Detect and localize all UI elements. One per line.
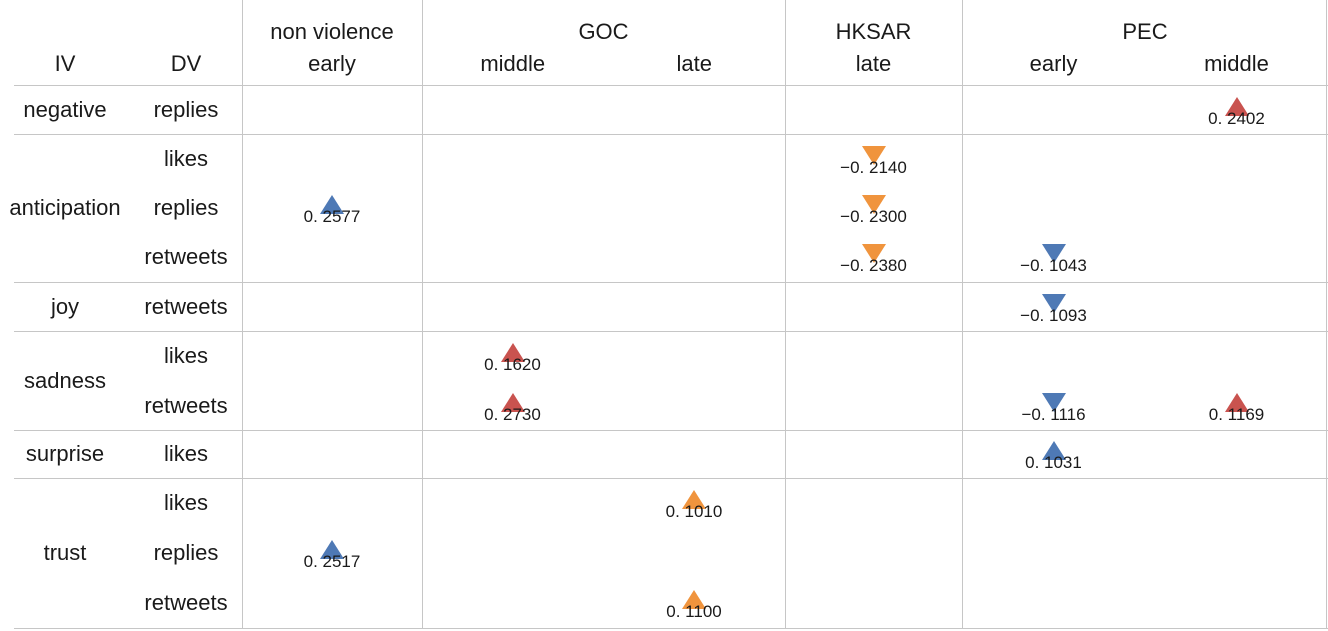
iv-negative: negative bbox=[23, 96, 107, 122]
marker-anticipation-retweets-hksar-late: −0. 2380 bbox=[785, 232, 962, 282]
marker-trust-replies-nonviolence-early: 0. 2517 bbox=[242, 528, 422, 578]
marker-value: −0. 2380 bbox=[840, 256, 907, 275]
marker-surprise-likes-pec-early: 0. 1031 bbox=[962, 430, 1145, 478]
vertical-divider bbox=[1326, 0, 1327, 628]
up-triangle-icon bbox=[1224, 392, 1249, 412]
horizontal-divider bbox=[14, 282, 1328, 283]
group-title: PEC bbox=[1122, 19, 1168, 44]
marker-value: −0. 1116 bbox=[1021, 404, 1086, 424]
up-triangle-icon bbox=[320, 540, 344, 559]
vertical-divider bbox=[785, 0, 786, 628]
horizontal-divider bbox=[14, 430, 1328, 431]
dv-negative-replies: replies bbox=[153, 96, 219, 122]
horizontal-divider bbox=[14, 85, 1328, 86]
iv-trust: trust bbox=[43, 540, 87, 565]
marker-anticipation-replies-hksar-late: −0. 2300 bbox=[785, 183, 962, 232]
period-label: late bbox=[676, 51, 712, 76]
marker-joy-retweets-pec-early: −0. 1093 bbox=[962, 282, 1145, 331]
dv-joy-retweets: retweets bbox=[144, 293, 228, 319]
horizontal-divider bbox=[14, 331, 1328, 332]
dv-trust-retweets: retweets bbox=[144, 590, 228, 615]
dv-sadness-retweets: retweets bbox=[144, 392, 228, 418]
up-triangle-icon bbox=[500, 343, 525, 362]
up-triangle-icon bbox=[1041, 441, 1066, 460]
down-triangle-icon bbox=[861, 145, 886, 165]
horizontal-divider bbox=[14, 628, 1328, 629]
iv-joy: joy bbox=[50, 293, 80, 319]
down-triangle-icon bbox=[1041, 392, 1066, 412]
up-triangle-icon bbox=[682, 490, 706, 509]
marker-trust-retweets-goc-late: 0. 1100 bbox=[603, 578, 785, 628]
marker-anticipation-likes-hksar-late: −0. 2140 bbox=[785, 134, 962, 183]
col-header-iv: IV bbox=[54, 51, 76, 76]
down-triangle-icon bbox=[861, 194, 886, 214]
marker-anticipation-retweets-pec-early: −0. 1043 bbox=[962, 232, 1145, 282]
marker-sadness-retweets-goc-middle: 0. 2730 bbox=[422, 381, 603, 430]
vertical-divider bbox=[242, 0, 243, 628]
marker-value: 0. 2517 bbox=[303, 552, 361, 571]
marker-anticipation-replies-nonviolence-early: 0. 2577 bbox=[242, 183, 422, 232]
up-triangle-icon bbox=[500, 392, 525, 412]
down-triangle-icon bbox=[1041, 244, 1066, 263]
period-label: middle bbox=[480, 51, 546, 76]
marker-negative-replies-pec-middle: 0. 2402 bbox=[1145, 85, 1328, 134]
marker-value: −0. 1043 bbox=[1020, 256, 1087, 275]
dv-sadness-likes: likes bbox=[163, 343, 208, 368]
horizontal-divider bbox=[14, 134, 1328, 135]
up-triangle-icon bbox=[682, 590, 706, 609]
col-header-dv: DV bbox=[170, 51, 202, 76]
marker-value: 0. 2402 bbox=[1208, 108, 1265, 128]
dv-anticipation-retweets: retweets bbox=[144, 244, 228, 269]
iv-sadness: sadness bbox=[24, 367, 106, 393]
dv-surprise-likes: likes bbox=[163, 441, 208, 466]
dv-anticipation-replies: replies bbox=[153, 194, 219, 220]
marker-value: 0. 1100 bbox=[666, 602, 722, 621]
up-triangle-icon bbox=[320, 194, 344, 214]
marker-value: −0. 2140 bbox=[840, 157, 907, 177]
iv-anticipation: anticipation bbox=[9, 195, 121, 220]
group-title: non violence bbox=[270, 19, 394, 44]
dv-trust-likes: likes bbox=[163, 490, 208, 515]
marker-value: 0. 1169 bbox=[1208, 404, 1265, 424]
down-triangle-icon bbox=[1041, 293, 1066, 313]
up-triangle-icon bbox=[1224, 96, 1249, 116]
period-label: late bbox=[855, 51, 892, 76]
col-group-hksar: HKSAR late bbox=[785, 0, 962, 85]
iv-surprise: surprise bbox=[25, 441, 105, 466]
period-label: middle bbox=[1204, 51, 1269, 76]
dv-anticipation-likes: likes bbox=[163, 145, 208, 171]
group-title: HKSAR bbox=[835, 19, 912, 44]
marker-value: 0. 1620 bbox=[484, 355, 541, 374]
horizontal-divider bbox=[14, 478, 1328, 479]
marker-value: 0. 1031 bbox=[1025, 453, 1082, 472]
marker-value: 0. 2577 bbox=[303, 206, 361, 226]
marker-trust-likes-goc-late: 0. 1010 bbox=[603, 478, 785, 528]
marker-value: 0. 2730 bbox=[484, 404, 541, 424]
period-label: early bbox=[308, 51, 356, 76]
marker-sadness-retweets-pec-early: −0. 1116 bbox=[962, 381, 1145, 430]
col-group-goc: GOC middle late bbox=[422, 0, 785, 85]
vertical-divider bbox=[962, 0, 963, 628]
marker-value: −0. 1093 bbox=[1020, 305, 1087, 325]
period-label: early bbox=[1029, 51, 1078, 76]
marker-value: 0. 1010 bbox=[665, 502, 723, 521]
marker-sadness-likes-goc-middle: 0. 1620 bbox=[422, 331, 603, 381]
vertical-divider bbox=[422, 0, 423, 628]
marker-value: −0. 2300 bbox=[840, 206, 907, 226]
down-triangle-icon bbox=[861, 244, 886, 263]
dv-trust-replies: replies bbox=[153, 540, 219, 565]
col-group-non-violence: non violence early bbox=[242, 0, 422, 85]
group-title: GOC bbox=[578, 19, 629, 44]
marker-sadness-retweets-pec-middle: 0. 1169 bbox=[1145, 381, 1328, 430]
col-group-pec: PEC early middle bbox=[962, 0, 1328, 85]
